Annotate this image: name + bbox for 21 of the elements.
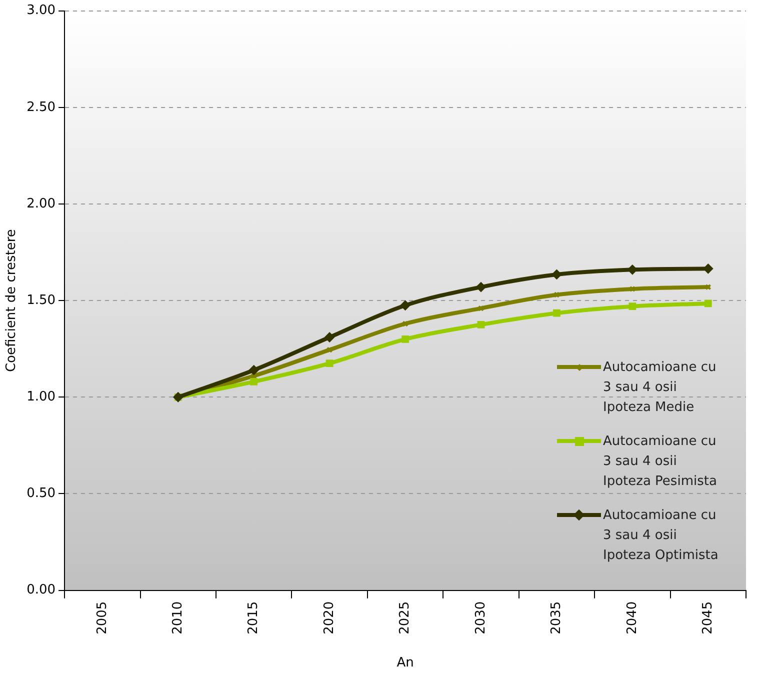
y-tick-label: 0.50 — [26, 486, 56, 502]
legend-label: Autocamioane cu 3 sau 4 osii Ipoteza Pesimista — [603, 433, 718, 491]
y-tick-label: 2.00 — [26, 196, 56, 212]
x-tick-label: 2005 — [94, 601, 110, 634]
x-tick-label: 2040 — [624, 601, 640, 634]
y-tick-label: 2.50 — [26, 100, 56, 115]
legend-label: Autocamioane cu 3 sau 4 osii Ipoteza Optimista — [603, 507, 720, 565]
x-tick-label: 2045 — [700, 601, 716, 634]
x-tick-label: 2020 — [322, 601, 337, 634]
x-axis-title: An — [396, 656, 414, 671]
y-tick-label: 1.00 — [26, 390, 56, 405]
x-tick-label: 2030 — [473, 601, 488, 634]
y-tick-label: 0.00 — [26, 582, 56, 598]
y-tick-label: 3.00 — [26, 3, 56, 18]
legend-label: Autocamioane cu 3 sau 4 osii Ipoteza Medie — [603, 359, 718, 417]
x-tick-label: 2015 — [246, 601, 262, 634]
x-tick-label: 2010 — [170, 601, 186, 634]
x-tick-label: 2025 — [398, 601, 413, 634]
y-tick-label: 1.50 — [26, 292, 56, 308]
x-tick-label: 2035 — [549, 601, 564, 634]
y-axis-title: Coeficient de crestere — [4, 229, 20, 372]
